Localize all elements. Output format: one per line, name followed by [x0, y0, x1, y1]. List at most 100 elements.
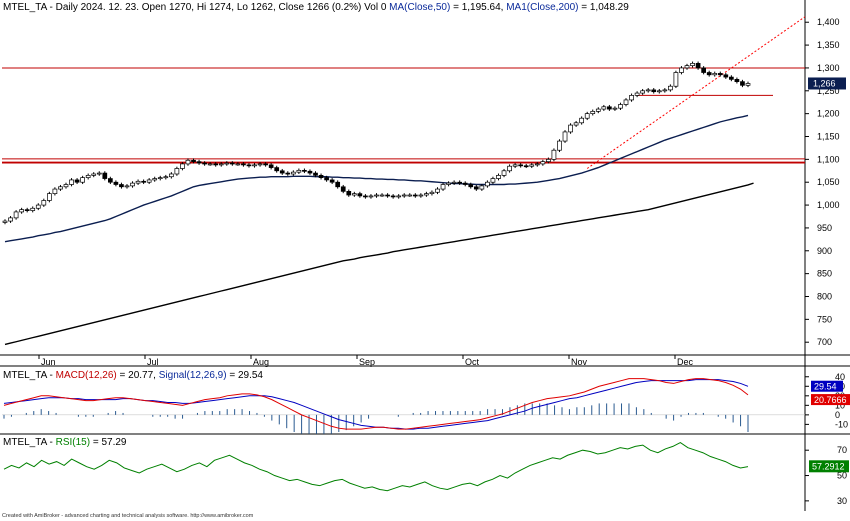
macd-symbol: MTEL_TA: [3, 370, 47, 381]
candle-body: [296, 169, 302, 173]
macd-value: = 20.77,: [116, 370, 159, 381]
candle-body: [374, 194, 379, 197]
candle-body: [24, 209, 30, 211]
candle-body: [146, 179, 152, 183]
candle-body: [157, 177, 163, 179]
candle-body: [401, 194, 407, 197]
candle-body: [279, 170, 285, 174]
price-y-tick-label: 1,200: [817, 109, 840, 119]
candle-body: [91, 173, 97, 176]
candle-body: [213, 163, 219, 166]
candle-body: [141, 180, 146, 183]
candle-body: [252, 164, 257, 167]
candle-body: [108, 178, 113, 183]
candle-body: [701, 67, 706, 73]
candle-body: [246, 164, 252, 167]
candle-body: [329, 179, 335, 183]
macd-y-tick-label: 40: [835, 372, 845, 382]
candle-body: [468, 184, 474, 188]
candle-body: [180, 163, 185, 169]
macd-value-label: 20.7666: [814, 395, 847, 405]
signal-label: Signal(12,26,9): [158, 370, 227, 381]
price-y-tick-label: 850: [817, 269, 832, 279]
signal-value-label: 29.54: [814, 382, 837, 392]
price-y-tick-label: 1,250: [817, 86, 840, 96]
candle-body: [568, 124, 573, 133]
candle-body: [135, 180, 141, 184]
candle-body: [601, 106, 607, 110]
macd-y-tick-label: 0: [835, 410, 840, 420]
candle-body: [335, 181, 341, 188]
ma200-line: [4, 182, 754, 346]
candle-body: [229, 162, 235, 165]
candle-body: [52, 188, 58, 194]
candle-body: [623, 99, 629, 105]
candle-body: [8, 217, 13, 222]
candle-body: [379, 194, 385, 197]
candle-body: [573, 122, 579, 126]
candle-body: [540, 161, 546, 165]
candle-body: [584, 113, 590, 119]
candle-body: [557, 140, 562, 151]
rsi-dash: -: [46, 437, 56, 448]
candle-body: [546, 159, 551, 162]
candle-body: [174, 168, 180, 175]
candle-body: [412, 194, 418, 197]
rsi-value-label: 57.2912: [812, 461, 845, 471]
candle-body: [523, 165, 529, 168]
time-axis-label: Sep: [359, 357, 375, 367]
candle-body: [723, 74, 729, 78]
candle-body: [529, 164, 535, 167]
macd-line: [3, 378, 749, 430]
price-y-tick-label: 1,350: [817, 40, 840, 50]
candle-body: [651, 89, 657, 93]
price-y-tick-label: 1,400: [817, 17, 840, 27]
candle-body: [85, 175, 91, 178]
candle-body: [634, 92, 640, 96]
candle-body: [263, 163, 268, 166]
candle-body: [607, 106, 612, 110]
last-price-label: 1,266: [813, 78, 836, 88]
candle-body: [435, 188, 440, 193]
price-y-tick-label: 1,000: [817, 200, 840, 210]
candle-body: [485, 181, 490, 187]
candle-body: [124, 185, 130, 188]
rsi-line: [3, 442, 749, 492]
price-y-tick-label: 1,050: [817, 177, 840, 187]
candle-body: [656, 90, 662, 93]
candle-body: [357, 193, 363, 197]
candle-body: [191, 159, 196, 162]
candle-body: [318, 175, 324, 178]
signal-line: [3, 379, 749, 430]
candle-body: [662, 89, 668, 92]
macd-header: MTEL_TA - MACD(12,26) = 20.77, Signal(12…: [3, 370, 263, 381]
candle-body: [152, 178, 158, 181]
candle-body: [80, 177, 85, 183]
time-axis-label: Dec: [677, 357, 694, 367]
candle-body: [734, 79, 740, 83]
macd-y-tick-label: 10: [835, 400, 845, 410]
candle-body: [496, 175, 501, 179]
candle-body: [102, 172, 108, 179]
macd-label: MACD(12,26): [55, 370, 117, 381]
candle-body: [257, 163, 263, 166]
time-axis-label: Jun: [41, 357, 56, 367]
trend-line: [586, 16, 806, 169]
candle-body: [113, 181, 119, 185]
candle-body: [695, 63, 701, 69]
candle-body: [424, 193, 429, 196]
time-axis-label: Oct: [465, 357, 480, 367]
rsi-header: MTEL_TA - RSI(15) = 57.29: [3, 437, 126, 448]
price-y-tick-label: 1,150: [817, 132, 840, 142]
price-y-tick-label: 900: [817, 246, 832, 256]
time-axis-label: Nov: [571, 357, 588, 367]
rsi-value-badge: [809, 460, 849, 473]
price-y-tick-label: 800: [817, 291, 832, 301]
rsi-y-tick-label: 30: [837, 496, 847, 506]
candle-body: [196, 161, 202, 164]
candle-body: [684, 65, 690, 69]
candle-body: [235, 163, 241, 166]
candle-body: [629, 95, 634, 101]
candle-body: [390, 195, 396, 198]
candle-body: [745, 83, 751, 86]
